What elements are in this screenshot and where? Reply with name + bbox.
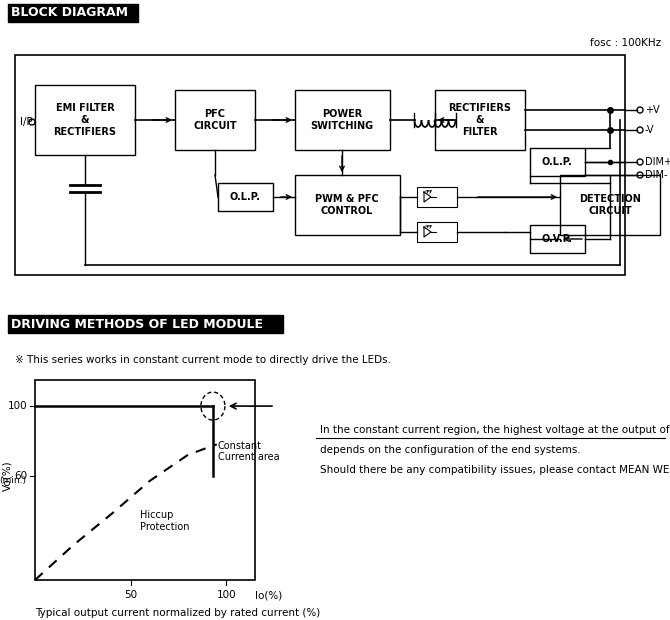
Text: 100: 100 xyxy=(216,590,236,600)
Text: +V: +V xyxy=(645,105,660,115)
Text: Typical output current normalized by rated current (%): Typical output current normalized by rat… xyxy=(35,608,320,618)
Text: BLOCK DIAGRAM: BLOCK DIAGRAM xyxy=(11,6,128,19)
Bar xyxy=(175,90,255,150)
Bar xyxy=(15,55,625,275)
Text: Should there be any compatibility issues, please contact MEAN WELL.: Should there be any compatibility issues… xyxy=(320,465,670,475)
Text: PWM & PFC
CONTROL: PWM & PFC CONTROL xyxy=(315,194,379,216)
Text: In the constant current region, the highest voltage at the output of the driver: In the constant current region, the high… xyxy=(320,425,670,435)
Bar xyxy=(295,90,390,150)
Text: I/P: I/P xyxy=(20,117,33,127)
Text: 50: 50 xyxy=(124,590,137,600)
Text: Constant
Current area: Constant Current area xyxy=(218,441,279,463)
Bar xyxy=(295,175,400,235)
Text: DIM+: DIM+ xyxy=(645,157,670,167)
Text: O.L.P.: O.L.P. xyxy=(541,157,572,167)
Bar xyxy=(530,225,585,253)
Bar xyxy=(417,222,457,242)
Text: 60: 60 xyxy=(14,471,27,480)
Text: O.L.P.: O.L.P. xyxy=(230,192,261,202)
Text: BLOCK DIAGRAM: BLOCK DIAGRAM xyxy=(11,6,128,19)
Text: fosc : 100KHz: fosc : 100KHz xyxy=(590,38,661,48)
Bar xyxy=(218,183,273,211)
Text: ※ This series works in constant current mode to directly drive the LEDs.: ※ This series works in constant current … xyxy=(15,355,391,365)
Bar xyxy=(417,187,457,207)
Bar xyxy=(560,175,660,235)
Text: POWER
SWITCHING: POWER SWITCHING xyxy=(310,109,374,131)
Text: EMI FILTER
&
RECTIFIERS: EMI FILTER & RECTIFIERS xyxy=(54,104,117,136)
Text: Io(%): Io(%) xyxy=(255,590,282,600)
Bar xyxy=(530,148,585,176)
Text: depends on the configuration of the end systems.: depends on the configuration of the end … xyxy=(320,445,581,455)
Text: DIM-: DIM- xyxy=(645,170,667,180)
Text: DRIVING METHODS OF LED MODULE: DRIVING METHODS OF LED MODULE xyxy=(11,317,263,330)
Bar xyxy=(435,90,525,150)
Bar xyxy=(35,85,135,155)
Text: RECTIFIERS
&
FILTER: RECTIFIERS & FILTER xyxy=(448,104,511,136)
Text: (min.): (min.) xyxy=(0,476,27,485)
Text: -V: -V xyxy=(645,125,655,135)
Bar xyxy=(8,4,138,22)
Bar xyxy=(8,315,283,333)
Text: O.V.P.: O.V.P. xyxy=(541,234,572,244)
Bar xyxy=(35,380,255,580)
Text: 100: 100 xyxy=(7,401,27,411)
Text: DETECTION
CIRCUIT: DETECTION CIRCUIT xyxy=(579,194,641,216)
Text: PFC
CIRCUIT: PFC CIRCUIT xyxy=(193,109,237,131)
Text: Vo(%): Vo(%) xyxy=(2,460,12,491)
Text: Hiccup
Protection: Hiccup Protection xyxy=(140,510,190,532)
